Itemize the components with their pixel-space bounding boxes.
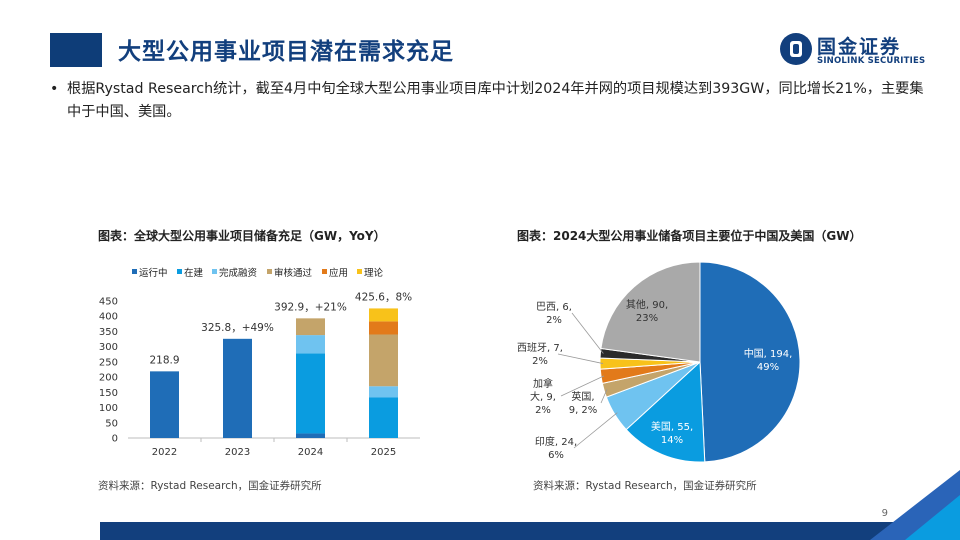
pie-leader-line (557, 353, 604, 364)
pie-slice (699, 261, 801, 463)
y-tick-label: 300 (99, 342, 118, 353)
right-chart-title: 图表：2024大型公用事业储备项目主要位于中国及美国（GW） (517, 229, 862, 243)
left-chart-source: 资料来源：Rystad Research，国金证券研究所 (98, 480, 322, 492)
bar-total-label: 325.8，+49% (201, 322, 274, 334)
legend-label-5: 理论 (364, 267, 384, 279)
pie-label: 49% (757, 362, 779, 373)
logo-mark-icon (780, 33, 812, 65)
legend-label-3: 审核通过 (274, 267, 313, 279)
page-number: 9 (881, 508, 888, 519)
y-tick-label: 250 (99, 357, 118, 368)
pie-slice (600, 261, 701, 363)
summary-text: 根据Rystad Research统计，截至4月中旬全球大型公用事业项目库中计划… (67, 81, 924, 120)
bar-total-label: 218.9 (149, 354, 179, 366)
pie-leader-line (600, 389, 608, 404)
x-tick-label: 2022 (152, 447, 177, 458)
legend-label-2: 完成融资 (219, 267, 258, 279)
bar-segment (369, 321, 398, 335)
y-tick-label: 450 (99, 297, 118, 308)
pie-chart: 中国, 194, 49% 美国, 55, 14% 印度, 24, 6% 英国, 9, 2% 加拿… (517, 261, 801, 463)
company-logo: 国金证券 SINOLINK SECURITIES (779, 30, 939, 70)
y-tick-label: 400 (99, 312, 118, 323)
pie-leader-line (571, 312, 604, 354)
bar-segment (369, 386, 398, 398)
pie-label: 2% (546, 315, 562, 326)
legend-label-0: 运行中 (139, 267, 168, 279)
legend-swatch-5 (357, 269, 362, 274)
y-tick-label: 150 (99, 388, 118, 399)
x-tick-label: 2025 (371, 447, 396, 458)
pie-label: 巴西, 6, (536, 301, 572, 313)
page-title: 大型公用事业项目潜在需求充足 (118, 39, 454, 65)
pie-label: 英国, (571, 390, 594, 403)
bar-segment (296, 318, 325, 336)
pie-leader-line (573, 412, 618, 449)
legend-swatch-0 (132, 269, 137, 274)
pie-label: 印度, 24, (535, 435, 577, 448)
bar-segment (223, 338, 252, 438)
pie-slice (625, 360, 706, 463)
pie-label: 其他, 90, (626, 298, 668, 311)
right-chart-source: 资料来源：Rystad Research，国金证券研究所 (533, 480, 757, 492)
y-tick-label: 50 (105, 418, 118, 429)
y-tick-label: 200 (99, 373, 118, 384)
pie-label: 2% (535, 405, 551, 416)
logo-chinese-name: 国金证券 (817, 36, 902, 58)
pie-label: 6% (548, 450, 564, 461)
legend-label-1: 在建 (184, 267, 204, 279)
pie-label: 加拿 (533, 377, 553, 390)
pie-label: 14% (661, 435, 683, 446)
bar-total-label: 392.9，+21% (274, 301, 347, 313)
bar-segment (296, 335, 325, 354)
logo-english-name: SINOLINK SECURITIES (817, 56, 926, 66)
bullet-dot: • (50, 81, 59, 97)
bar-segment (150, 371, 179, 438)
bar-segment (296, 433, 325, 438)
bar-segment (296, 353, 325, 434)
pie-label: 大, 9, (530, 390, 556, 403)
legend-swatch-1 (177, 269, 182, 274)
title-accent-bar (50, 33, 102, 67)
y-tick-label: 100 (99, 403, 118, 414)
bar-total-label: 425.6，8% (355, 291, 412, 303)
pie-label: 中国, 194, (744, 347, 793, 360)
pie-label: 9, 2% (569, 405, 598, 416)
x-tick-label: 2023 (225, 447, 250, 458)
pie-label: 美国, 55, (651, 420, 693, 433)
legend-swatch-4 (322, 269, 327, 274)
bar-segment (369, 397, 398, 438)
x-tick-label: 2024 (298, 447, 323, 458)
pie-label: 23% (636, 313, 658, 324)
stacked-bar-chart: 运行中 在建 完成融资 审核通过 应用 理论 0 50 100 150 200 250 300 350 40… (99, 267, 420, 458)
pie-label: 西班牙, 7, (517, 342, 563, 354)
y-tick-label: 350 (99, 327, 118, 338)
pie-leader-line (560, 375, 605, 397)
left-chart-title: 图表：全球大型公用事业项目储备充足（GW，YoY） (98, 229, 386, 243)
pie-label: 2% (532, 356, 548, 367)
bar-segment (369, 308, 398, 322)
legend-label-4: 应用 (329, 267, 348, 279)
legend-swatch-2 (212, 269, 217, 274)
bar-segment (369, 334, 398, 387)
y-tick-label: 0 (112, 434, 118, 445)
legend-swatch-3 (267, 269, 272, 274)
